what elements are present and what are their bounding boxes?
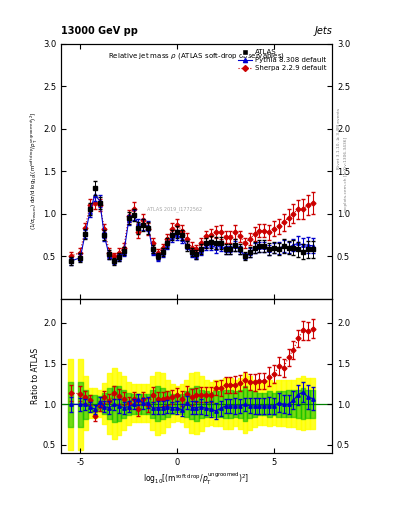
- X-axis label: log$_{10}$[(m$^{\rm soft\ drop}/p_{\rm T}^{\rm ungroomed})^2$]: log$_{10}$[(m$^{\rm soft\ drop}/p_{\rm T…: [143, 471, 250, 487]
- Y-axis label: Ratio to ATLAS: Ratio to ATLAS: [31, 348, 40, 404]
- Text: Relative jet mass $\rho$ (ATLAS soft-drop observables): Relative jet mass $\rho$ (ATLAS soft-dro…: [108, 51, 285, 61]
- Text: mcplots.cern.ch [arXiv:1306.3436]: mcplots.cern.ch [arXiv:1306.3436]: [344, 137, 348, 211]
- Legend: ATLAS, Pythia 8.308 default, Sherpa 2.2.9 default: ATLAS, Pythia 8.308 default, Sherpa 2.2.…: [236, 47, 329, 73]
- Text: ATLAS 2019_I1772562: ATLAS 2019_I1772562: [147, 206, 202, 212]
- Y-axis label: $(1/\sigma_{\rm resum})$ d$\sigma$/d log$_{10}$[(m$^{\rm soft\ drop}/p_{\rm T}^{: $(1/\sigma_{\rm resum})$ d$\sigma$/d log…: [29, 112, 40, 230]
- Text: Rivet 3.1.10, ≥ 3.4M events: Rivet 3.1.10, ≥ 3.4M events: [337, 108, 341, 169]
- Text: 13000 GeV pp: 13000 GeV pp: [61, 26, 138, 36]
- Text: Jets: Jets: [314, 26, 332, 36]
